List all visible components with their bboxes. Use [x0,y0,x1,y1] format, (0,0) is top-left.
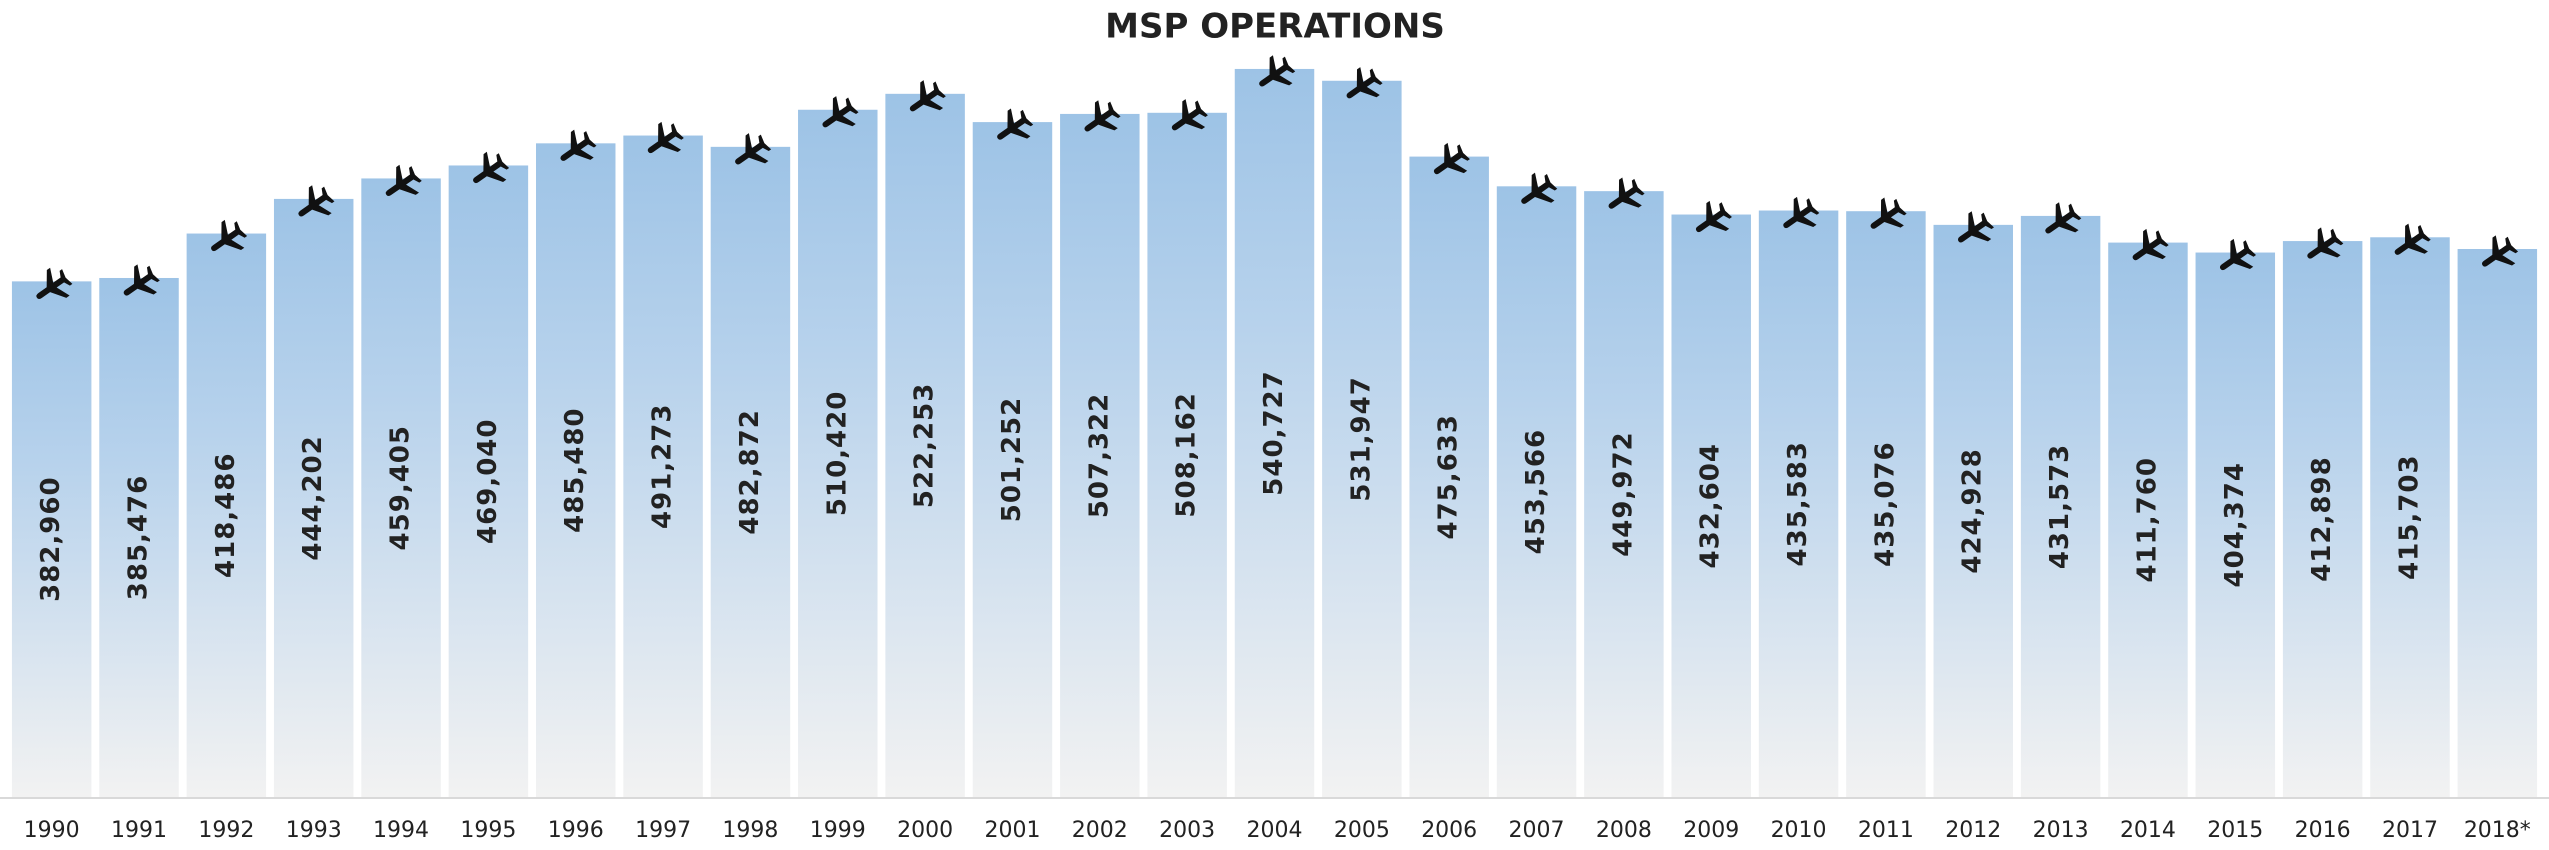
x-tick-label: 1999 [810,818,866,843]
x-tick-label: 2004 [1247,818,1303,843]
bar [1496,186,1577,797]
x-tick-label: 2002 [1072,818,1128,843]
value-label: 444,202 [298,435,328,560]
x-tick-label: 2018* [2464,818,2531,843]
value-label: 449,972 [1608,431,1638,556]
bar [1758,210,1839,797]
bar [798,109,878,798]
bar [2370,237,2450,798]
bar [2457,249,2538,798]
value-label: 411,760 [2132,457,2162,582]
value-label: 482,872 [735,409,765,534]
bar [11,281,92,797]
value-label: 424,928 [1958,448,1988,573]
bar [2282,241,2363,798]
bar [1060,113,1140,797]
x-tick-label: 2003 [1159,818,1215,843]
x-tick-label: 2014 [2120,818,2176,843]
x-tick-label: 1993 [286,818,342,843]
value-label: 431,573 [2045,444,2075,569]
value-label: 385,476 [124,475,154,600]
x-tick-label: 1990 [24,818,80,843]
value-label: 501,252 [997,397,1027,522]
x-tick-label: 2005 [1334,818,1390,843]
x-tick-label: 2001 [984,818,1040,843]
value-label: 412,898 [2307,456,2337,581]
bar [1409,156,1489,798]
bar [885,93,965,798]
value-label: 508,162 [1172,392,1202,517]
value-label: 475,633 [1434,414,1464,539]
bar [1234,68,1315,798]
value-label: 531,947 [1346,376,1376,501]
bar [448,165,529,798]
x-tick-label: 2013 [2033,818,2089,843]
x-tick-label: 1991 [111,818,167,843]
x-tick-label: 2011 [1858,818,1914,843]
value-label: 540,727 [1259,370,1289,495]
bar [1584,191,1664,797]
bar [710,146,791,797]
value-label: 435,583 [1783,441,1813,566]
x-tick-label: 2009 [1683,818,1739,843]
chart-title: MSP OPERATIONS [1105,7,1445,47]
value-label: 432,604 [1696,443,1726,568]
bar [623,135,703,797]
value-label: 459,405 [386,425,416,550]
value-label: 510,420 [822,391,852,516]
value-label: 382,960 [36,476,66,601]
value-label: 507,322 [1084,393,1114,518]
x-tick-label: 2016 [2295,818,2351,843]
bar [535,143,616,797]
bar [273,198,354,797]
value-label: 415,703 [2394,454,2424,579]
x-tick-label: 2015 [2207,818,2263,843]
value-label: 435,076 [1870,441,1900,566]
x-tick-label: 2000 [897,818,953,843]
x-tick-label: 1995 [460,818,516,843]
bar [2020,215,2101,797]
bar [99,277,179,797]
value-label: 418,486 [211,453,241,578]
x-tick-label: 1998 [722,818,778,843]
x-tick-label: 1994 [373,818,429,843]
value-label: 491,273 [648,404,678,529]
x-tick-label: 2006 [1421,818,1477,843]
value-label: 469,040 [473,419,503,544]
x-tick-label: 1992 [198,818,254,843]
x-tick-label: 2007 [1509,818,1565,843]
x-tick-label: 2017 [2382,818,2438,843]
bar [2108,242,2188,797]
bar [1933,224,2014,797]
bar [361,178,441,798]
x-tick-label: 2012 [1945,818,2001,843]
bar [1147,112,1227,798]
value-label: 485,480 [560,407,590,532]
bar [1671,214,1751,798]
x-tick-label: 2010 [1771,818,1827,843]
bar [972,122,1053,798]
x-tick-label: 1997 [635,818,691,843]
bar [2195,252,2276,797]
bar [186,233,267,797]
value-label: 404,374 [2220,462,2250,587]
value-label: 453,566 [1521,429,1551,554]
x-tick-label: 2008 [1596,818,1652,843]
bar [1846,211,1926,798]
x-tick-label: 1996 [548,818,604,843]
value-label: 522,253 [910,383,940,508]
bar [1322,80,1402,797]
